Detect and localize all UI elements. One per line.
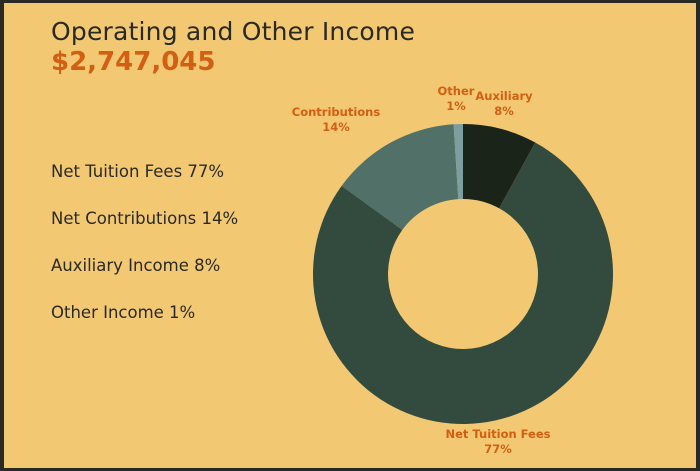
slice-contributions	[341, 124, 459, 230]
slice-auxiliary	[463, 124, 536, 209]
total-amount: $2,747,045	[51, 47, 216, 77]
slice-label-net-tuition-fees: Net Tuition Fees 77%	[446, 427, 551, 456]
slice-label-other: Other 1%	[438, 84, 475, 113]
legend-item-net-contributions: Net Contributions 14%	[51, 209, 239, 228]
legend-item-other-income: Other Income 1%	[51, 303, 196, 322]
slice-net-tuition-fees	[313, 142, 614, 425]
slice-label-contributions: Contributions 14%	[292, 105, 381, 134]
legend-item-net-tuition-fees: Net Tuition Fees 77%	[51, 162, 225, 181]
slice-label-auxiliary: Auxiliary 8%	[475, 89, 533, 118]
slice-other	[453, 124, 463, 200]
legend-item-auxiliary-income: Auxiliary Income 8%	[51, 256, 221, 275]
income-legend: Net Tuition Fees 77% Net Contributions 1…	[51, 159, 238, 347]
page-title: Operating and Other Income	[51, 17, 416, 46]
